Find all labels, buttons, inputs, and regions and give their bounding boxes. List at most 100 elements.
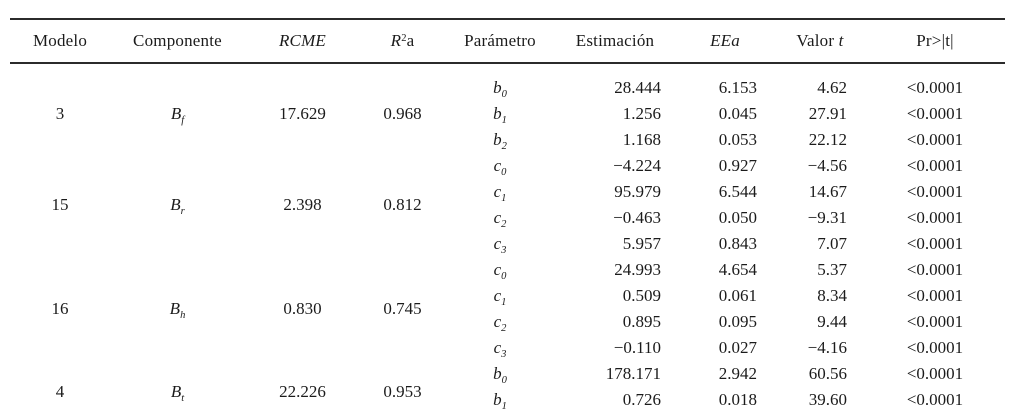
cell-parametro: b0 <box>445 63 555 101</box>
eea-label: EEa <box>710 31 740 50</box>
component-symbol: B <box>170 104 182 123</box>
component-subscript: r <box>180 206 185 217</box>
param-symbol: b <box>493 104 502 123</box>
cell-eea: 0.095 <box>718 312 757 331</box>
cell-valor-t: −4.56 <box>807 156 847 175</box>
cell-eea: 0.053 <box>718 130 757 149</box>
component-symbol: B <box>169 299 181 318</box>
param-subscript: 3 <box>501 349 507 360</box>
cell-parametro: c0 <box>445 257 555 283</box>
cell-pr: <0.0001 <box>906 156 964 175</box>
param-subscript: 1 <box>501 115 507 126</box>
col-header-r2a: R2a <box>360 19 445 64</box>
cell-valor-t: 4.62 <box>817 78 847 97</box>
cell-eea: 0.050 <box>718 208 757 227</box>
cell-parametro: c2 <box>445 205 555 231</box>
cell-valor-t: 22.12 <box>808 130 847 149</box>
cell-r2a: 0.953 <box>383 381 422 401</box>
param-symbol: c <box>493 182 502 201</box>
cell-estimacion: 1.168 <box>622 130 661 149</box>
cell-modelo: 16 <box>51 299 69 318</box>
cell-pr: <0.0001 <box>906 338 964 357</box>
cell-pr: <0.0001 <box>906 286 964 305</box>
cell-valor-t: 27.91 <box>808 104 847 123</box>
param-subscript: 2 <box>501 141 507 152</box>
cell-estimacion: 0.726 <box>622 390 661 409</box>
col-header-pr-t: Pr>|t| <box>865 19 1005 64</box>
cell-pr: <0.0001 <box>906 234 964 253</box>
table-body: 3 Bf 17.629 0.968 b0 28.444 6.153 4.62 <… <box>10 63 1005 411</box>
param-symbol: b <box>493 130 502 149</box>
param-subscript: 0 <box>501 167 507 178</box>
cell-eea: 0.045 <box>718 104 757 123</box>
table-row: c1 95.979 6.544 14.67 <0.0001 <box>10 179 1005 205</box>
col-header-componente: Componente <box>110 19 245 64</box>
param-symbol: c <box>493 338 502 357</box>
cell-parametro: c1 <box>445 179 555 205</box>
cell-modelo: 15 <box>51 195 69 214</box>
cell-estimacion: 5.957 <box>622 234 661 253</box>
cell-valor-t: 60.56 <box>808 364 847 383</box>
table-row: 3 Bf 17.629 0.968 b0 28.444 6.153 4.62 <… <box>10 63 1005 126</box>
param-subscript: 1 <box>501 193 507 204</box>
component-subscript: h <box>180 310 186 321</box>
param-subscript: 0 <box>501 89 507 100</box>
valor-t-italic: t <box>838 31 844 50</box>
r2-suffix: a <box>406 31 415 50</box>
cell-rcme: 17.629 <box>279 104 326 123</box>
param-symbol: b <box>493 78 502 97</box>
r2-superscript: 2 <box>401 33 407 44</box>
table-row: c3 5.957 0.843 7.07 <0.0001 <box>10 231 1005 257</box>
cell-parametro: b1 <box>445 387 555 411</box>
cell-parametro: c3 <box>445 335 555 361</box>
col-header-estimacion: Estimación <box>555 19 675 64</box>
col-header-modelo: Modelo <box>10 19 110 64</box>
col-header-rcme: RCME <box>245 19 360 64</box>
cell-componente: Bt <box>110 361 245 411</box>
cell-pr: <0.0001 <box>906 78 964 97</box>
table-header: Modelo Componente RCME R2a Parámetro Est… <box>10 19 1005 64</box>
cell-componente: Bf <box>110 63 245 153</box>
cell-parametro: c0 <box>445 153 555 179</box>
param-symbol: c <box>493 208 502 227</box>
component-symbol: B <box>170 381 182 401</box>
cell-parametro: c3 <box>445 231 555 257</box>
cell-valor-t: 39.60 <box>808 390 847 409</box>
cell-pr: <0.0001 <box>906 260 964 279</box>
cell-componente: Bh <box>110 257 245 361</box>
results-table: Modelo Componente RCME R2a Parámetro Est… <box>10 18 1005 411</box>
cell-pr: <0.0001 <box>906 182 964 201</box>
param-symbol: b <box>493 364 502 383</box>
cell-estimacion: 95.979 <box>614 182 661 201</box>
table-row: c1 0.509 0.061 8.34 <0.0001 <box>10 283 1005 309</box>
cell-pr: <0.0001 <box>906 390 964 409</box>
cell-eea: 4.654 <box>718 260 757 279</box>
param-symbol: c <box>493 286 502 305</box>
table-row: c3 −0.110 0.027 −4.16 <0.0001 <box>10 335 1005 361</box>
cell-valor-t: 14.67 <box>808 182 847 201</box>
cell-estimacion: −0.463 <box>613 208 661 227</box>
cell-estimacion: 0.895 <box>622 312 661 331</box>
param-subscript: 1 <box>501 401 507 411</box>
cell-valor-t: 9.44 <box>817 312 847 331</box>
cell-estimacion: 0.509 <box>622 286 661 305</box>
cell-eea: 0.843 <box>718 234 757 253</box>
rcme-label: RCME <box>278 31 327 50</box>
col-header-valor-t: Valor t <box>775 19 865 64</box>
cell-pr: <0.0001 <box>906 104 964 123</box>
param-subscript: 3 <box>501 245 507 256</box>
col-header-eea: EEa <box>675 19 775 64</box>
param-symbol: c <box>493 260 502 279</box>
cell-valor-t: 8.34 <box>817 286 847 305</box>
cell-rcme: 22.226 <box>279 381 326 401</box>
param-symbol: c <box>493 312 502 331</box>
cell-componente: Br <box>110 153 245 257</box>
cell-r2a: 0.745 <box>383 299 422 318</box>
cell-estimacion: −4.224 <box>613 156 661 175</box>
cell-pr: <0.0001 <box>906 130 964 149</box>
param-symbol: c <box>493 156 502 175</box>
component-subscript: f <box>181 115 185 126</box>
cell-pr: <0.0001 <box>906 312 964 331</box>
param-symbol: b <box>493 390 502 409</box>
